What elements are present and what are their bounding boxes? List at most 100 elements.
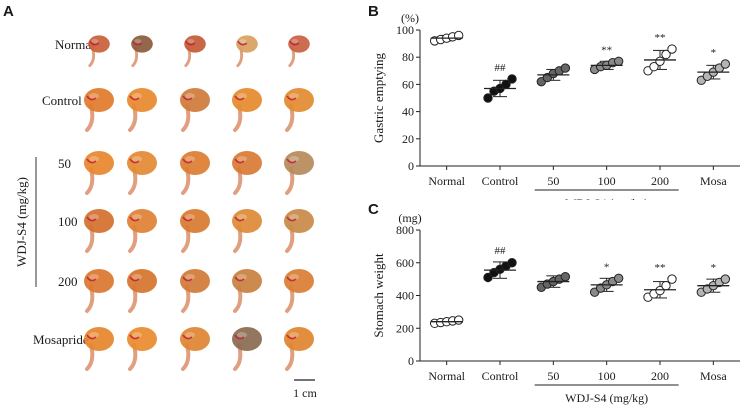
x-tick-label: 50 xyxy=(547,174,559,188)
photo-row-label: Normal xyxy=(55,37,95,52)
photo-row-label: 100 xyxy=(58,214,78,229)
data-group: ## xyxy=(483,245,517,283)
stomach-photo xyxy=(131,35,153,68)
stomach-photo xyxy=(127,151,157,195)
significance-label: ** xyxy=(655,262,666,274)
stomach-photo xyxy=(84,151,114,195)
data-point xyxy=(655,285,665,296)
data-point xyxy=(483,272,493,283)
stomach-photo-panel: A Normal Control 50 100 200 Mosapride WDJ-S4 … xyxy=(3,3,317,400)
x-tick-label: 200 xyxy=(651,369,669,383)
x-tick-label: Mosa xyxy=(700,369,727,383)
dose-group-label: WDJ-S4 (mg/kg) xyxy=(14,177,29,267)
stomach-photo xyxy=(180,269,210,313)
significance-label: ** xyxy=(655,32,666,44)
data-group: ** xyxy=(589,44,624,75)
stomach-photo xyxy=(232,327,262,371)
data-group: ## xyxy=(483,62,517,103)
group-label: WDJ-S4 (mg/kg) xyxy=(565,391,648,405)
y-tick-label: 600 xyxy=(396,256,414,270)
data-group: * xyxy=(696,262,731,297)
stomach-photo xyxy=(284,209,314,253)
data-point xyxy=(649,62,659,72)
x-tick-label: 100 xyxy=(598,369,616,383)
stomach-photo xyxy=(232,269,262,313)
stomach-photo xyxy=(88,35,110,68)
significance-label: * xyxy=(604,261,610,273)
significance-label: * xyxy=(711,47,717,59)
data-group xyxy=(429,315,464,329)
data-point xyxy=(560,63,571,73)
data-point xyxy=(453,315,464,325)
data-point xyxy=(560,271,571,282)
photo-row-label: 50 xyxy=(58,156,71,171)
stomach-photo xyxy=(127,209,157,253)
data-point xyxy=(720,274,731,284)
y-tick-label: 100 xyxy=(396,23,414,37)
stomach-photo xyxy=(236,35,258,68)
photo-row-label: Control xyxy=(42,93,82,108)
x-tick-label: Mosa xyxy=(700,174,727,188)
data-point xyxy=(720,59,731,69)
stomach-photo xyxy=(180,209,210,253)
x-tick-label: Normal xyxy=(428,369,465,383)
data-group: ** xyxy=(643,32,677,76)
data-point xyxy=(667,44,677,54)
data-group xyxy=(536,271,571,293)
y-tick-label: 0 xyxy=(408,354,414,368)
panel-b-letter: B xyxy=(368,3,379,20)
stomach-photo xyxy=(284,151,314,195)
data-point xyxy=(655,56,665,66)
y-axis-label: Gastric emptying xyxy=(371,53,386,143)
x-tick-label: 100 xyxy=(598,174,616,188)
data-group: * xyxy=(696,47,731,86)
stomach-photo-grid xyxy=(84,35,314,371)
stomach-photo xyxy=(180,327,210,371)
stomach-photo xyxy=(84,209,114,253)
data-group: * xyxy=(589,261,624,297)
y-tick-label: 40 xyxy=(402,105,414,119)
scale-bar-label: 1 cm xyxy=(293,386,317,400)
stomach-photo xyxy=(284,88,314,132)
stomach-photo xyxy=(288,35,310,68)
x-tick-label: 200 xyxy=(651,174,669,188)
panel-a-letter: A xyxy=(3,3,14,20)
y-tick-label: 80 xyxy=(402,50,414,64)
y-tick-label: 800 xyxy=(396,223,414,237)
stomach-photo xyxy=(84,88,114,132)
data-group xyxy=(429,30,464,46)
stomach-photo xyxy=(232,209,262,253)
y-tick-label: 20 xyxy=(402,132,414,146)
significance-label: ## xyxy=(495,62,507,74)
y-tick-label: 0 xyxy=(408,159,414,173)
stomach-photo xyxy=(284,269,314,313)
significance-label: ** xyxy=(601,44,612,56)
y-tick-label: 200 xyxy=(396,321,414,335)
y-axis-label: Stomach weight xyxy=(371,253,386,338)
stomach-photo xyxy=(127,269,157,313)
data-group xyxy=(536,63,571,87)
data-point xyxy=(667,274,677,284)
significance-label: ## xyxy=(495,245,507,257)
photo-row-label: Mosapride xyxy=(33,332,89,347)
stomach-photo xyxy=(232,88,262,132)
x-tick-label: Control xyxy=(482,174,519,188)
y-unit-label: (%) xyxy=(401,11,419,25)
data-point xyxy=(507,258,517,268)
panel-c-letter: C xyxy=(368,201,379,218)
data-point xyxy=(613,56,624,66)
stomach-photo xyxy=(84,269,114,313)
y-tick-label: 400 xyxy=(396,289,414,303)
data-point xyxy=(661,49,671,60)
y-tick-label: 60 xyxy=(402,77,414,91)
stomach-photo xyxy=(284,327,314,371)
y-unit-label: (mg) xyxy=(398,211,421,225)
significance-label: * xyxy=(711,262,717,274)
data-point xyxy=(507,74,517,84)
data-group: ** xyxy=(643,262,677,302)
stomach-photo xyxy=(232,151,262,195)
stomach-photo xyxy=(180,151,210,195)
stomach-weight-chart: C 0 200 400 600 800(mg) Stomach weight Normal C… xyxy=(368,201,740,405)
data-point xyxy=(613,273,624,284)
